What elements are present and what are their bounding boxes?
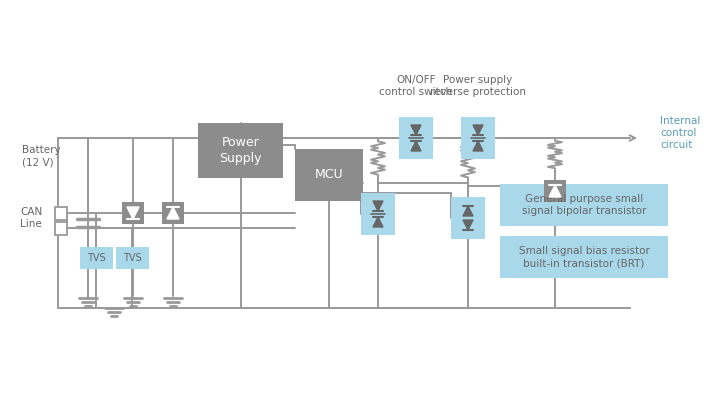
FancyBboxPatch shape [399, 117, 433, 159]
FancyBboxPatch shape [361, 193, 395, 235]
FancyBboxPatch shape [461, 117, 495, 159]
FancyBboxPatch shape [451, 197, 485, 239]
Polygon shape [473, 141, 483, 151]
Text: Battery
(12 V): Battery (12 V) [22, 145, 61, 167]
FancyBboxPatch shape [55, 207, 67, 220]
Polygon shape [411, 125, 421, 135]
Text: General purpose small
signal bipolar transistor: General purpose small signal bipolar tra… [522, 194, 646, 216]
Polygon shape [463, 220, 473, 230]
Polygon shape [463, 206, 473, 216]
Text: Power supply
reverse protection: Power supply reverse protection [430, 75, 526, 97]
Text: TVS: TVS [122, 253, 142, 263]
Text: Power
Supply: Power Supply [219, 136, 262, 165]
Polygon shape [373, 217, 383, 227]
Polygon shape [127, 207, 139, 219]
FancyBboxPatch shape [500, 184, 668, 226]
Polygon shape [373, 201, 383, 211]
Text: MCU: MCU [315, 169, 344, 181]
FancyBboxPatch shape [295, 149, 363, 201]
Text: CAN
Line: CAN Line [20, 207, 42, 229]
Polygon shape [549, 185, 561, 197]
FancyBboxPatch shape [500, 236, 668, 278]
Text: ON/OFF
control switch: ON/OFF control switch [379, 75, 453, 97]
FancyBboxPatch shape [198, 123, 283, 178]
Text: Small signal bias resistor
built-in transistor (BRT): Small signal bias resistor built-in tran… [519, 246, 649, 268]
FancyBboxPatch shape [80, 247, 113, 269]
Text: Internal
control
circuit: Internal control circuit [660, 116, 700, 150]
FancyBboxPatch shape [55, 222, 67, 235]
Polygon shape [167, 207, 179, 219]
FancyBboxPatch shape [544, 180, 566, 202]
Text: TVS: TVS [87, 253, 106, 263]
FancyBboxPatch shape [162, 202, 184, 224]
Polygon shape [473, 125, 483, 135]
FancyBboxPatch shape [122, 202, 144, 224]
Polygon shape [411, 141, 421, 151]
FancyBboxPatch shape [115, 247, 149, 269]
